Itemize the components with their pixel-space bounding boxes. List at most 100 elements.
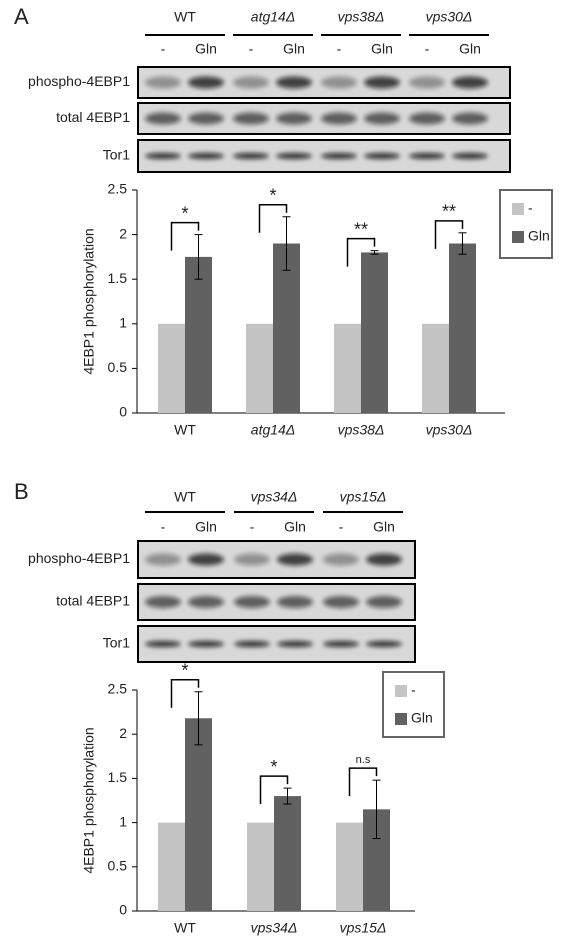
blot-band [188, 553, 224, 566]
blot-band [323, 596, 359, 608]
lane-label: - [161, 519, 166, 535]
y-tick-label: 2.5 [108, 681, 128, 697]
significance-bracket [259, 775, 289, 805]
bar [185, 718, 212, 911]
blot-band [188, 596, 224, 608]
legend-swatch [512, 231, 524, 243]
blot-band [409, 76, 445, 89]
group-label: vps38Δ [338, 9, 385, 25]
blot-band [234, 596, 270, 608]
y-tick-label: 2 [119, 725, 127, 741]
x-tick-label: atg14Δ [251, 422, 295, 438]
bar [361, 252, 388, 413]
group-label: vps30Δ [426, 9, 473, 25]
significance-bracket [434, 220, 464, 249]
blot-band [364, 112, 400, 125]
y-tick-label: 1.5 [108, 270, 128, 286]
blot-band [366, 596, 402, 608]
blot-band [364, 76, 400, 89]
blot-band [321, 76, 357, 89]
blot-band [233, 153, 269, 159]
blot-band [452, 112, 488, 125]
blot-band [188, 76, 224, 89]
blot-band [188, 153, 224, 159]
x-tick-label: vps15Δ [340, 920, 387, 936]
lane-label: Gln [459, 41, 481, 57]
bar [185, 256, 212, 413]
legend-box [382, 671, 445, 738]
blot-band [233, 112, 269, 125]
blot-band [452, 153, 488, 159]
blot-band [233, 76, 269, 89]
blot-band [145, 153, 181, 159]
blot-band [277, 641, 313, 647]
significance-label: * [181, 203, 188, 223]
lane-label: Gln [195, 41, 217, 57]
blot-band [409, 112, 445, 125]
blot-band [321, 153, 357, 159]
legend-label: - [528, 200, 533, 216]
lane-label: - [425, 41, 430, 57]
blot-band [145, 553, 181, 566]
y-tick-label: 1 [119, 813, 127, 829]
blot-band [276, 153, 312, 159]
blot-band [188, 112, 224, 125]
blot-band [366, 641, 402, 647]
y-tick-label: 0.5 [108, 359, 128, 375]
legend-swatch [512, 203, 524, 215]
blot-label: total 4EBP1 [56, 593, 130, 609]
significance-bracket [258, 204, 288, 233]
legend-label: Gln [528, 228, 550, 244]
bar [246, 323, 273, 413]
panel-label: B [14, 479, 29, 504]
group-label: WT [174, 9, 196, 25]
legend-label: Gln [411, 710, 433, 726]
y-axis-label: 4EBP1 phosphorylation [81, 727, 97, 873]
x-tick-label: WT [174, 422, 196, 438]
bar [158, 822, 185, 911]
legend-label: - [411, 682, 416, 698]
blot-band [145, 596, 181, 608]
significance-bracket [348, 767, 378, 797]
blot-band [364, 153, 400, 159]
significance-bracket [346, 237, 376, 267]
bar [334, 323, 361, 413]
blot-band [145, 641, 181, 647]
lane-label: Gln [373, 519, 395, 535]
lane-label: - [250, 519, 255, 535]
lane-label: - [339, 519, 344, 535]
bar [422, 323, 449, 413]
blot-band [277, 553, 313, 566]
bar [449, 243, 476, 413]
blot-band [277, 596, 313, 608]
blot-band [366, 553, 402, 566]
blot-band [321, 112, 357, 125]
x-tick-label: vps34Δ [251, 920, 298, 936]
blot-band [452, 76, 488, 89]
group-label: WT [174, 489, 196, 505]
blot-band [409, 153, 445, 159]
bar [274, 796, 301, 911]
lane-label: Gln [195, 519, 217, 535]
group-label: atg14Δ [251, 9, 295, 25]
y-axis-label: 4EBP1 phosphorylation [81, 228, 97, 374]
group-label: vps15Δ [340, 489, 387, 505]
blot-label: phospho-4EBP1 [28, 73, 130, 89]
significance-label: ** [354, 219, 368, 239]
bar [158, 323, 185, 413]
blot-band [276, 112, 312, 125]
x-tick-label: vps38Δ [338, 422, 385, 438]
significance-label: ** [442, 202, 456, 222]
blot-band [323, 641, 359, 647]
blot-band [234, 553, 270, 566]
significance-label: * [269, 186, 276, 206]
y-tick-label: 0 [119, 404, 127, 420]
legend-swatch [395, 713, 407, 725]
blot-band [323, 553, 359, 566]
significance-label: n.s [356, 754, 371, 766]
y-tick-label: 2.5 [108, 181, 128, 197]
blot-label: total 4EBP1 [56, 109, 130, 125]
x-tick-label: WT [174, 920, 196, 936]
group-label: vps34Δ [251, 489, 298, 505]
